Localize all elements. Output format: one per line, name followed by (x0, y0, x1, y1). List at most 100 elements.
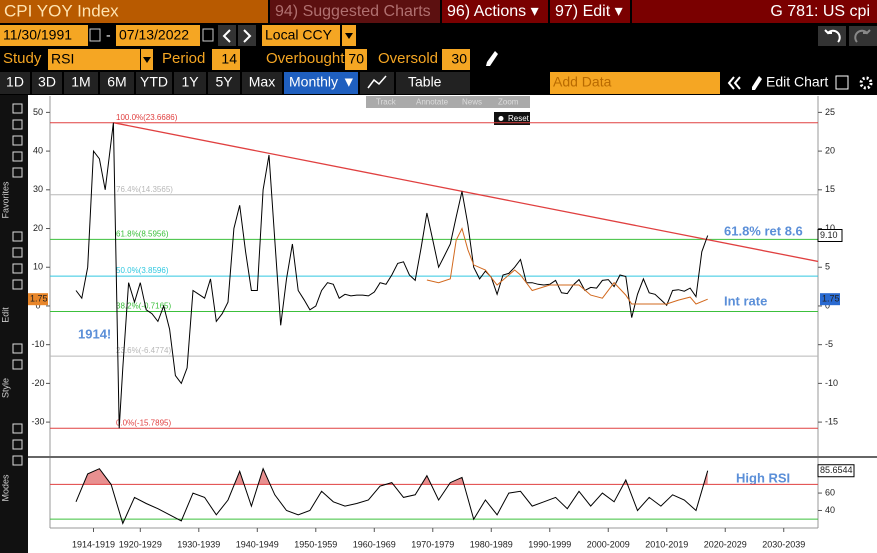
chart-tool[interactable]: News (462, 98, 482, 107)
x-tick-label: 1914-1919 (72, 539, 115, 549)
collapse-icon[interactable] (733, 76, 741, 90)
line-icon (367, 75, 387, 89)
x-tick-label: 1960-1969 (353, 539, 396, 549)
period-input[interactable] (212, 49, 240, 70)
sidebar-icon[interactable] (12, 231, 23, 242)
period-option: 5Y (215, 74, 233, 90)
period-button[interactable] (32, 72, 62, 94)
frequency: Monthly ▼ (289, 74, 356, 90)
calendar-icon[interactable] (202, 28, 214, 42)
study-name: RSI (51, 51, 74, 67)
oversold-input[interactable] (442, 49, 470, 70)
redo-button[interactable] (849, 26, 877, 46)
security-box[interactable] (0, 0, 268, 23)
sidebar-icon[interactable] (12, 135, 23, 146)
next-icon (243, 29, 252, 43)
x-tick-label: 1930-1939 (177, 539, 220, 549)
frequency-button[interactable] (284, 72, 358, 94)
end-date-input[interactable] (116, 25, 200, 46)
fib-label: 23.6%(-6.4774) (116, 346, 171, 355)
sidebar-icon[interactable] (12, 455, 23, 466)
study-label: Study (3, 50, 42, 67)
edit-button[interactable] (550, 0, 630, 23)
sidebar-icon[interactable] (12, 343, 23, 354)
period-button[interactable] (242, 72, 282, 94)
sidebar-icon[interactable] (12, 439, 23, 450)
sidebar-icon[interactable] (12, 103, 23, 114)
y2-tick-label: 5 (825, 262, 830, 272)
chart-tool[interactable]: Zoom (498, 98, 519, 107)
collapse-icon[interactable] (727, 76, 735, 90)
start-date-input[interactable] (0, 25, 88, 46)
y2-tick-label: 25 (825, 107, 835, 117)
period-option: 1Y (181, 74, 199, 90)
sidebar-icon[interactable] (12, 247, 23, 258)
edit-chart[interactable]: Edit Chart (766, 74, 828, 90)
chart-tool[interactable]: Track (376, 98, 397, 107)
sidebar (0, 95, 28, 553)
trendline (113, 122, 818, 263)
prev-button[interactable] (218, 25, 236, 46)
sidebar-icon[interactable] (12, 359, 23, 370)
y-tick-label: -10 (31, 339, 44, 349)
gear-icon[interactable] (859, 76, 873, 90)
rsi-last-box (817, 464, 855, 478)
actions-button[interactable] (442, 0, 548, 23)
settings-box-icon[interactable] (835, 75, 849, 90)
sidebar-label: Favorites (0, 181, 10, 219)
period-label: Period (162, 50, 205, 67)
y2-tick-label: -10 (825, 378, 838, 388)
period-button[interactable] (64, 72, 98, 94)
rsi-tick-label: 60 (825, 487, 835, 497)
start-date: 11/30/1991 (3, 27, 72, 43)
period-button[interactable] (100, 72, 134, 94)
sidebar-icon[interactable] (12, 263, 23, 274)
overbought-input[interactable] (345, 49, 367, 70)
add-data-input[interactable] (550, 72, 720, 94)
period-button[interactable] (208, 72, 240, 94)
oversold-label: Oversold (378, 50, 438, 67)
period-option: 1D (6, 74, 24, 90)
x-tick-label: 1970-1979 (411, 539, 454, 549)
period-button[interactable] (174, 72, 206, 94)
x-tick-label: 2030-2039 (762, 539, 805, 549)
sidebar-icon[interactable] (12, 151, 23, 162)
x-tick-label: 2000-2009 (587, 539, 630, 549)
x-tick-label: 1980-1989 (470, 539, 513, 549)
y-tick-label: 0 (35, 300, 40, 310)
x-tick-label: 1920-1929 (119, 539, 162, 549)
y2-tick-label: 20 (825, 145, 835, 155)
y2-tick-label: 10 (825, 223, 835, 233)
sidebar-label: Style (0, 378, 10, 398)
sidebar-icon[interactable] (12, 167, 23, 178)
x-tick-label: 1940-1949 (236, 539, 279, 549)
sidebar-icon[interactable] (12, 423, 23, 434)
pen-icon[interactable] (486, 51, 498, 66)
period-button[interactable] (136, 72, 172, 94)
fib-label: 100.0%(23.6686) (116, 113, 178, 122)
y-tick-label: 10 (33, 262, 43, 272)
undo-button[interactable] (818, 26, 846, 46)
calendar-icon[interactable] (89, 28, 101, 42)
period-option: 1M (71, 74, 90, 90)
sidebar-icon[interactable] (12, 279, 23, 290)
y2-tick-label: -15 (825, 416, 838, 426)
reset: Reset (508, 114, 530, 123)
sidebar-icon[interactable] (12, 119, 23, 130)
next-button[interactable] (238, 25, 256, 46)
y2-tick-label: 15 (825, 184, 835, 194)
last-value-box (820, 293, 840, 306)
chart-toolbar (366, 96, 530, 108)
period-button[interactable] (0, 72, 30, 94)
y2-tick-label: -5 (825, 339, 833, 349)
study-input[interactable] (48, 49, 140, 70)
suggested-button[interactable] (270, 0, 440, 23)
reset-button[interactable] (494, 112, 530, 125)
currency-input[interactable] (262, 25, 340, 46)
period-option: 6M (107, 74, 126, 90)
chart-tool[interactable]: Annotate (416, 98, 449, 107)
oversold: 30 (451, 51, 467, 67)
table-button[interactable] (396, 72, 470, 94)
prev-icon (222, 29, 231, 43)
